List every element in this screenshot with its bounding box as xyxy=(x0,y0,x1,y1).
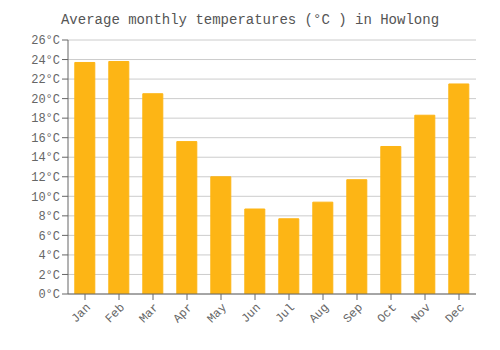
svg-text:16°C: 16°C xyxy=(31,132,60,146)
svg-text:26°C: 26°C xyxy=(31,34,60,48)
svg-text:Oct: Oct xyxy=(375,301,400,326)
svg-text:Apr: Apr xyxy=(171,301,196,326)
svg-text:24°C: 24°C xyxy=(31,54,60,68)
svg-text:Dec: Dec xyxy=(443,301,468,326)
svg-text:0°C: 0°C xyxy=(38,288,60,302)
svg-text:Aug: Aug xyxy=(307,301,332,326)
svg-text:12°C: 12°C xyxy=(31,171,60,185)
svg-text:Sep: Sep xyxy=(341,301,366,326)
svg-text:10°C: 10°C xyxy=(31,191,60,205)
svg-text:Mar: Mar xyxy=(137,301,162,326)
svg-text:8°C: 8°C xyxy=(38,210,60,224)
svg-text:Nov: Nov xyxy=(409,301,434,326)
svg-text:Feb: Feb xyxy=(103,301,128,326)
svg-text:4°C: 4°C xyxy=(38,249,60,263)
svg-text:Jul: Jul xyxy=(273,301,298,326)
svg-text:Jun: Jun xyxy=(239,301,264,326)
svg-text:22°C: 22°C xyxy=(31,73,60,87)
svg-text:May: May xyxy=(205,301,230,326)
svg-text:6°C: 6°C xyxy=(38,230,60,244)
html-text:Average monthly temperatures (: Average monthly temperatures (°C ) in Ho… xyxy=(61,12,439,28)
svg-text:14°C: 14°C xyxy=(31,151,60,165)
svg-text:20°C: 20°C xyxy=(31,93,60,107)
svg-text:Jan: Jan xyxy=(69,301,94,326)
svg-text:18°C: 18°C xyxy=(31,112,60,126)
svg-text:2°C: 2°C xyxy=(38,269,60,283)
